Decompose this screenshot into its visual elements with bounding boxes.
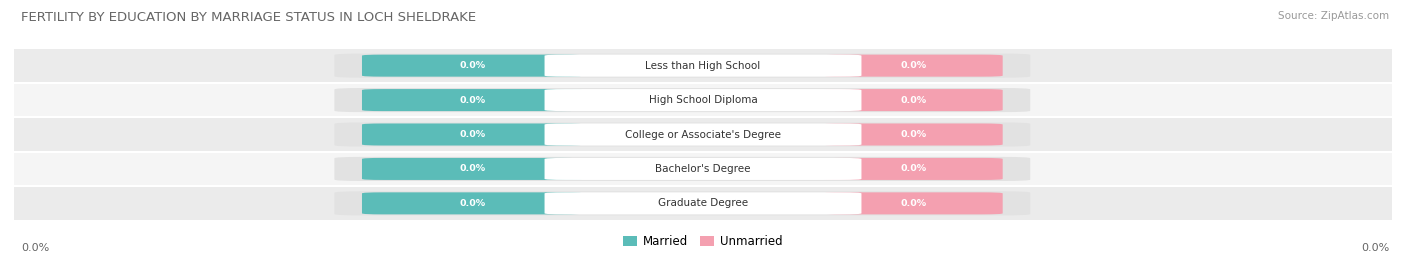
Legend: Married, Unmarried: Married, Unmarried [619, 230, 787, 253]
Text: Bachelor's Degree: Bachelor's Degree [655, 164, 751, 174]
Text: Less than High School: Less than High School [645, 61, 761, 71]
FancyBboxPatch shape [544, 89, 862, 111]
FancyBboxPatch shape [361, 89, 582, 111]
FancyBboxPatch shape [824, 158, 1002, 180]
Text: 0.0%: 0.0% [900, 130, 927, 139]
FancyBboxPatch shape [824, 123, 1002, 146]
Text: 0.0%: 0.0% [460, 164, 485, 174]
Bar [14, 153, 1392, 185]
FancyBboxPatch shape [544, 192, 862, 214]
FancyBboxPatch shape [335, 157, 1031, 181]
Text: Source: ZipAtlas.com: Source: ZipAtlas.com [1278, 11, 1389, 21]
FancyBboxPatch shape [361, 158, 582, 180]
Text: 0.0%: 0.0% [1361, 243, 1389, 253]
FancyBboxPatch shape [335, 88, 1031, 112]
Text: High School Diploma: High School Diploma [648, 95, 758, 105]
FancyBboxPatch shape [361, 55, 582, 77]
FancyBboxPatch shape [544, 55, 862, 77]
Text: 0.0%: 0.0% [460, 130, 485, 139]
Text: 0.0%: 0.0% [460, 95, 485, 105]
Text: FERTILITY BY EDUCATION BY MARRIAGE STATUS IN LOCH SHELDRAKE: FERTILITY BY EDUCATION BY MARRIAGE STATU… [21, 11, 477, 24]
Bar [14, 187, 1392, 220]
FancyBboxPatch shape [824, 89, 1002, 111]
Text: 0.0%: 0.0% [900, 95, 927, 105]
FancyBboxPatch shape [544, 123, 862, 146]
FancyBboxPatch shape [544, 158, 862, 180]
Bar [14, 84, 1392, 116]
Text: 0.0%: 0.0% [900, 164, 927, 174]
FancyBboxPatch shape [361, 123, 582, 146]
FancyBboxPatch shape [335, 191, 1031, 215]
Text: 0.0%: 0.0% [460, 199, 485, 208]
Text: 0.0%: 0.0% [900, 199, 927, 208]
Bar [14, 49, 1392, 82]
FancyBboxPatch shape [824, 192, 1002, 214]
Text: 0.0%: 0.0% [900, 61, 927, 70]
FancyBboxPatch shape [335, 122, 1031, 147]
Text: 0.0%: 0.0% [460, 61, 485, 70]
Bar [14, 118, 1392, 151]
Text: College or Associate's Degree: College or Associate's Degree [626, 129, 780, 140]
Text: 0.0%: 0.0% [21, 243, 49, 253]
FancyBboxPatch shape [824, 55, 1002, 77]
FancyBboxPatch shape [361, 192, 582, 214]
FancyBboxPatch shape [335, 54, 1031, 78]
Text: Graduate Degree: Graduate Degree [658, 198, 748, 208]
